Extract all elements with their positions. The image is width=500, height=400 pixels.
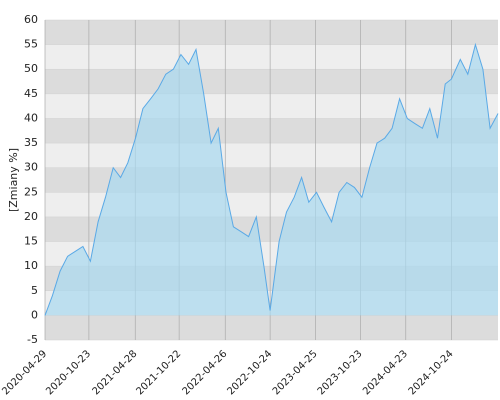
grid-band <box>45 44 498 70</box>
y-tick-label: 15 <box>24 235 38 248</box>
y-tick-label: 20 <box>24 210 38 223</box>
x-tick-label: 2022-10-24 <box>226 348 275 397</box>
line <box>44 42 499 316</box>
y-tick-label: 55 <box>24 38 38 51</box>
y-tick-label: 50 <box>24 62 38 75</box>
y-axis-label: [Zmiany %] <box>7 148 20 212</box>
y-tick-label: 0 <box>31 308 38 321</box>
x-tick-label: 2022-04-26 <box>181 348 230 397</box>
x-tick-label: 2023-10-23 <box>316 348 365 397</box>
grid-band <box>45 93 498 119</box>
grid-band <box>45 315 498 340</box>
y-tick-label: 30 <box>24 161 38 174</box>
y-tick-label: 25 <box>24 185 38 198</box>
x-tick-label: 2021-10-22 <box>135 348 184 397</box>
y-tick-label: 10 <box>24 259 38 272</box>
y-tick-label: 5 <box>31 284 38 297</box>
y-tick-label: -5 <box>27 333 38 346</box>
grid-band <box>45 20 498 45</box>
y-tick-label: 45 <box>24 87 38 100</box>
x-tick-label: 2024-10-24 <box>407 348 456 397</box>
x-tick-label: 2023-04-25 <box>271 348 320 397</box>
grid-band <box>45 69 498 94</box>
x-tick-label: 2020-04-29 <box>0 348 49 397</box>
x-tick-label: 2024-04-23 <box>361 348 410 397</box>
y-tick-label: 40 <box>24 111 38 124</box>
x-tick-label: 2020-10-23 <box>44 348 93 397</box>
x-tick-label: 2021-04-28 <box>91 348 140 397</box>
area-fill <box>45 44 498 316</box>
y-tick-label: 35 <box>24 136 38 149</box>
y-tick-label: 60 <box>24 13 38 26</box>
